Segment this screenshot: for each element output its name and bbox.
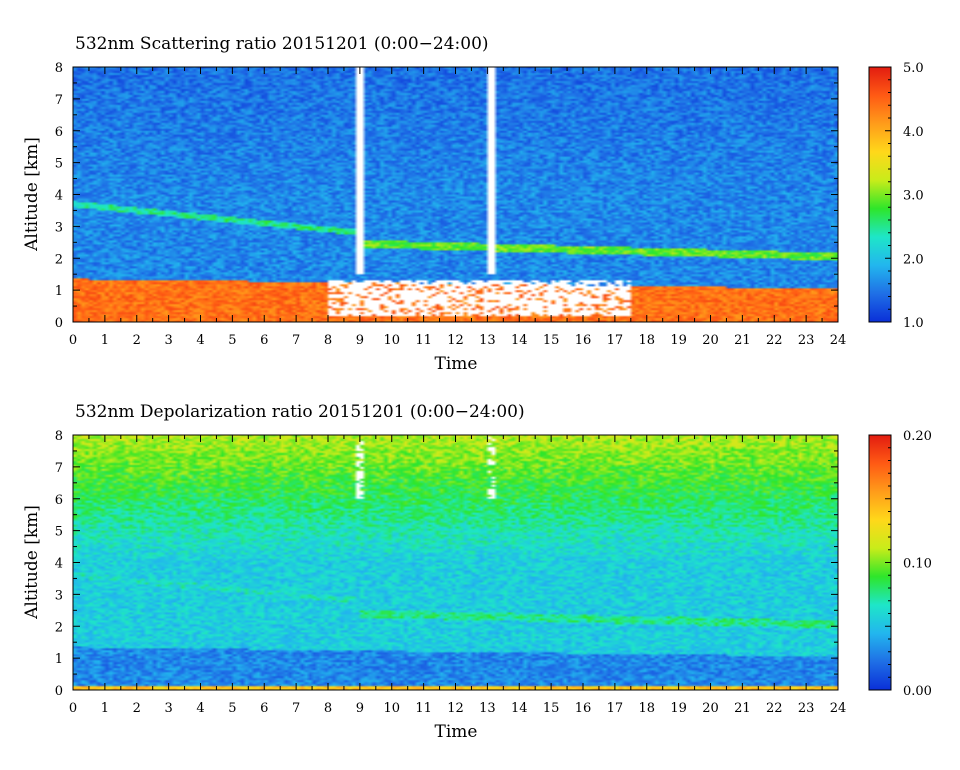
x-tick-label: 23 — [798, 333, 815, 348]
scattering-ratio-svg: 532nm Scattering ratio 20151201 (0:00−24… — [22, 34, 924, 374]
x-tick-label: 2 — [133, 701, 141, 716]
x-tick-label: 13 — [479, 333, 496, 348]
x-tick-label: 12 — [447, 701, 464, 716]
colorbar-tick-label: 2.0 — [903, 252, 924, 267]
y-tick-label: 8 — [55, 61, 63, 76]
x-tick-label: 13 — [479, 701, 496, 716]
x-tick-label: 2 — [133, 333, 141, 348]
y-axis: 0 1 2 3 4 5 6 7 8 — [55, 61, 838, 331]
x-tick-label: 20 — [702, 701, 719, 716]
x-tick-label: 16 — [575, 333, 592, 348]
colorbar-tick-label: 1.0 — [903, 316, 924, 331]
x-tick-label: 24 — [830, 701, 847, 716]
x-axis-title: Time — [435, 354, 478, 374]
y-tick-label: 5 — [55, 157, 63, 172]
x-tick-label: 9 — [356, 701, 364, 716]
x-tick-label: 20 — [702, 333, 719, 348]
x-tick-label: 9 — [356, 333, 364, 348]
x-tick-label: 19 — [670, 701, 687, 716]
colorbar: 1.0 2.0 3.0 4.0 5.0 — [868, 61, 924, 331]
x-axis: 0 1 2 3 4 5 6 7 8 9 10 11 12 13 14 15 16 17 18 19 20 21 22 23 24 — [69, 67, 846, 348]
x-tick-label: 1 — [101, 701, 109, 716]
x-tick-label: 15 — [543, 701, 560, 716]
chart-title: 532nm Scattering ratio 20151201 (0:00−24… — [75, 34, 489, 54]
y-tick-label: 7 — [55, 461, 63, 476]
y-tick-label: 4 — [55, 557, 63, 572]
x-tick-label: 18 — [638, 701, 655, 716]
colorbar-tick-label: 3.0 — [903, 189, 924, 204]
x-tick-label: 4 — [196, 333, 204, 348]
colorbar: 0.00 0.10 0.20 — [868, 429, 932, 699]
x-tick-label: 22 — [766, 701, 783, 716]
x-axis-title: Time — [435, 722, 478, 742]
x-tick-label: 3 — [164, 701, 172, 716]
y-axis-title: Altitude [km] — [22, 137, 42, 252]
x-tick-label: 7 — [292, 701, 300, 716]
x-tick-label: 24 — [830, 333, 847, 348]
y-tick-label: 5 — [55, 525, 63, 540]
heatmap-image — [73, 67, 838, 322]
x-tick-label: 0 — [69, 701, 77, 716]
y-tick-label: 6 — [55, 125, 63, 140]
y-tick-label: 3 — [55, 220, 63, 235]
x-tick-label: 15 — [543, 333, 560, 348]
y-tick-label: 1 — [55, 652, 63, 667]
scattering-ratio-chart: 532nm Scattering ratio 20151201 (0:00−24… — [22, 34, 924, 374]
x-tick-label: 1 — [101, 333, 109, 348]
x-tick-label: 23 — [798, 701, 815, 716]
y-axis-title: Altitude [km] — [22, 505, 42, 620]
x-tick-label: 5 — [228, 333, 236, 348]
x-tick-label: 7 — [292, 333, 300, 348]
y-axis: 0 1 2 3 4 5 6 7 8 — [55, 429, 838, 699]
y-tick-label: 4 — [55, 189, 63, 204]
x-tick-label: 22 — [766, 333, 783, 348]
x-tick-label: 19 — [670, 333, 687, 348]
depolarization-ratio-svg: 532nm Depolarization ratio 20151201 (0:0… — [22, 402, 932, 742]
x-tick-label: 14 — [511, 333, 528, 348]
x-tick-label: 21 — [734, 333, 751, 348]
colorbar-tick-label: 0.10 — [903, 557, 932, 572]
x-tick-label: 16 — [575, 701, 592, 716]
colorbar-tick-label: 0.20 — [903, 429, 932, 444]
colorbar-tick-label: 0.00 — [903, 684, 932, 699]
x-tick-label: 12 — [447, 333, 464, 348]
depolarization-ratio-chart: 532nm Depolarization ratio 20151201 (0:0… — [0, 368, 960, 753]
y-tick-label: 0 — [55, 684, 63, 699]
y-tick-label: 7 — [55, 93, 63, 108]
x-tick-label: 5 — [228, 701, 236, 716]
chart-title: 532nm Depolarization ratio 20151201 (0:0… — [75, 402, 525, 422]
x-tick-label: 8 — [324, 333, 332, 348]
x-tick-label: 10 — [383, 333, 400, 348]
x-tick-label: 6 — [260, 333, 268, 348]
x-tick-label: 0 — [69, 333, 77, 348]
x-tick-label: 14 — [511, 701, 528, 716]
colorbar-tick-label: 5.0 — [903, 61, 924, 76]
x-tick-label: 11 — [415, 701, 432, 716]
y-tick-label: 6 — [55, 493, 63, 508]
x-tick-label: 11 — [415, 333, 432, 348]
x-tick-label: 21 — [734, 701, 751, 716]
heatmap-image — [73, 435, 838, 690]
heatmap-area — [72, 434, 839, 691]
heatmap-area — [72, 66, 839, 323]
y-tick-label: 0 — [55, 316, 63, 331]
y-tick-label: 8 — [55, 429, 63, 444]
x-axis: 0 1 2 3 4 5 6 7 8 9 10 11 12 13 14 15 16 17 18 19 20 21 22 23 24 — [69, 435, 846, 716]
x-tick-label: 8 — [324, 701, 332, 716]
x-tick-label: 6 — [260, 701, 268, 716]
y-tick-label: 1 — [55, 284, 63, 299]
x-tick-label: 18 — [638, 333, 655, 348]
x-tick-label: 10 — [383, 701, 400, 716]
x-tick-label: 17 — [607, 333, 624, 348]
x-tick-label: 3 — [164, 333, 172, 348]
colorbar-tick-label: 4.0 — [903, 125, 924, 140]
y-tick-label: 2 — [55, 620, 63, 635]
y-tick-label: 2 — [55, 252, 63, 267]
x-tick-label: 17 — [607, 701, 624, 716]
x-tick-label: 4 — [196, 701, 204, 716]
y-tick-label: 3 — [55, 588, 63, 603]
